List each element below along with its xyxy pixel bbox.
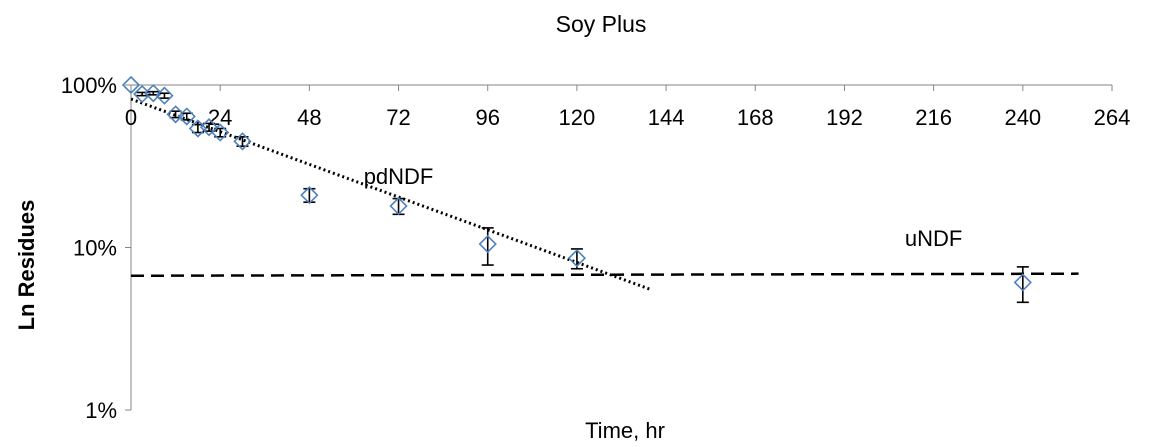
data-point	[166, 105, 185, 124]
data-point	[144, 84, 163, 103]
data-point	[389, 196, 408, 216]
x-tick-label: 240	[1004, 105, 1041, 130]
x-tick-label: 216	[915, 105, 952, 130]
pdNDF-trendline	[130, 97, 652, 292]
data-point	[121, 75, 141, 95]
x-tick-label: 192	[826, 105, 863, 130]
uNDF-label: uNDF	[905, 226, 962, 251]
y-tick-label: 10%	[73, 236, 117, 261]
data-point	[199, 118, 219, 137]
x-tick-label: 72	[386, 105, 410, 130]
y-tick-label: 1%	[85, 398, 117, 423]
data-point	[211, 123, 230, 142]
data-point	[300, 186, 319, 205]
x-tick-label: 264	[1094, 105, 1131, 130]
x-tick-label: 168	[737, 105, 774, 130]
trendlines: pdNDF uNDF	[130, 97, 1079, 292]
data-point	[1013, 273, 1032, 292]
y-tick-label: 100%	[61, 73, 117, 98]
x-tick-label: 48	[297, 105, 321, 130]
y-axis-title: Ln Residues	[14, 200, 39, 331]
data-point	[567, 249, 587, 268]
data-point	[233, 132, 252, 151]
x-tick-label: 96	[475, 105, 499, 130]
x-tick-label: 0	[125, 105, 137, 130]
data-point	[177, 107, 196, 126]
data-point	[478, 234, 497, 254]
uNDF-trendline	[130, 272, 1079, 278]
x-tick-label: 120	[559, 105, 596, 130]
x-axis-title: Time, hr	[585, 418, 665, 443]
pdNDF-label: pdNDF	[364, 164, 434, 189]
x-tick-label: 24	[208, 105, 232, 130]
x-tick-label: 144	[648, 105, 685, 130]
axes: 1% 10% 100% 0 24 48 72 96 120 144 168 192 216 240 264	[61, 73, 1131, 423]
chart-title: Soy Plus	[556, 11, 647, 37]
data-points	[121, 75, 1032, 304]
data-point	[155, 86, 174, 105]
